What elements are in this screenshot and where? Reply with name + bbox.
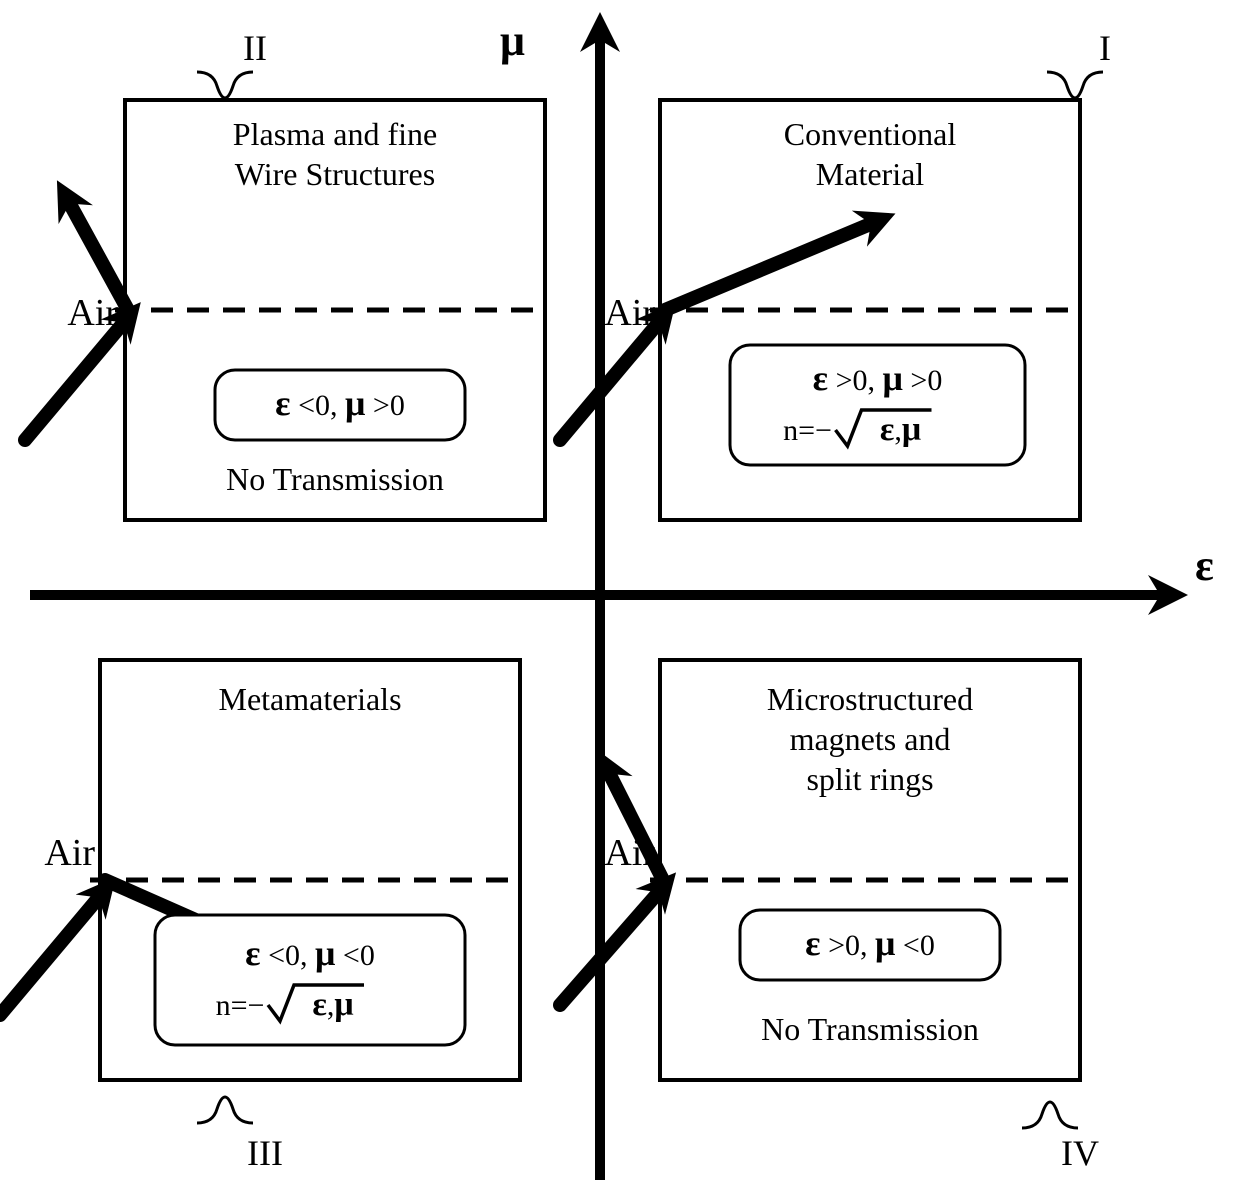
quadrant-II: Plasma and fineWire StructuresAirε <0, μ… bbox=[25, 100, 545, 520]
air-label: Air bbox=[44, 832, 95, 874]
svg-text:Metamaterials: Metamaterials bbox=[218, 681, 401, 717]
svg-text:Conventional: Conventional bbox=[784, 116, 957, 152]
roman-III: III bbox=[247, 1133, 283, 1173]
quadrant-III: Metamaterials Air ε <0, μ <0 n=− ε,μ bbox=[0, 660, 520, 1080]
condition-text: ε >0, μ >0 bbox=[813, 358, 943, 398]
svg-text:ε,μ: ε,μ bbox=[312, 986, 353, 1023]
roman-IV: IV bbox=[1061, 1133, 1099, 1173]
x-axis-label: ε bbox=[1195, 541, 1214, 590]
roman-II: II bbox=[243, 28, 267, 68]
roman-I: I bbox=[1099, 28, 1111, 68]
svg-text:Microstructured: Microstructured bbox=[767, 681, 973, 717]
bracket bbox=[1022, 1102, 1078, 1128]
sub-text: No Transmission bbox=[761, 1011, 979, 1047]
condition-text: ε <0, μ <0 bbox=[245, 933, 375, 973]
ray-incident bbox=[0, 890, 105, 1015]
svg-text:Wire Structures: Wire Structures bbox=[235, 156, 435, 192]
bracket bbox=[1047, 72, 1103, 98]
bracket bbox=[197, 72, 253, 98]
svg-text:Plasma and fine: Plasma and fine bbox=[233, 116, 437, 152]
quadrant-I: ConventionalMaterialAirε >0, μ >0n=−ε,μ bbox=[560, 100, 1080, 520]
condition-box bbox=[730, 345, 1025, 465]
svg-text:magnets and: magnets and bbox=[790, 721, 951, 757]
svg-text:split rings: split rings bbox=[806, 761, 933, 797]
svg-text:ε,μ: ε,μ bbox=[880, 411, 921, 448]
condition-text: ε >0, μ <0 bbox=[805, 923, 935, 963]
svg-text:n=−: n=− bbox=[216, 989, 265, 1022]
svg-text:n=−: n=− bbox=[783, 414, 832, 447]
condition-box bbox=[155, 915, 465, 1045]
ray-incident bbox=[560, 885, 665, 1005]
y-axis-label: μ bbox=[500, 16, 525, 65]
quadrant-IV: Microstructuredmagnets andsplit ringsAir… bbox=[560, 660, 1080, 1080]
ray-refract bbox=[665, 220, 880, 310]
condition-text: ε <0, μ >0 bbox=[275, 383, 405, 423]
bracket bbox=[197, 1097, 253, 1123]
sub-text: No Transmission bbox=[226, 461, 444, 497]
svg-text:Material: Material bbox=[816, 156, 925, 192]
